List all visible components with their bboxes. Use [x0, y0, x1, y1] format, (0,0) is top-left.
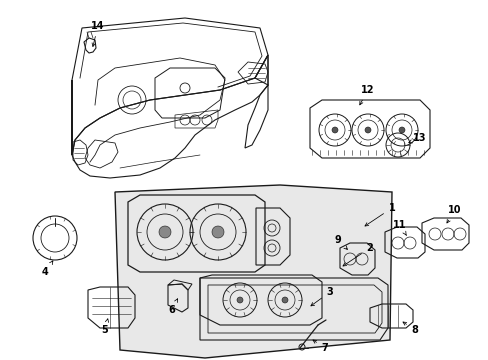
Text: 2: 2	[342, 243, 373, 266]
Text: 14: 14	[91, 21, 104, 46]
Polygon shape	[115, 185, 391, 358]
Text: 5: 5	[102, 319, 108, 335]
Text: 11: 11	[392, 220, 406, 235]
Text: 3: 3	[310, 287, 333, 306]
Circle shape	[212, 226, 224, 238]
Circle shape	[331, 127, 337, 133]
Circle shape	[282, 297, 287, 303]
Circle shape	[237, 297, 243, 303]
Text: 12: 12	[359, 85, 374, 105]
Text: 10: 10	[446, 205, 461, 223]
Circle shape	[159, 226, 171, 238]
Circle shape	[364, 127, 370, 133]
Text: 1: 1	[364, 203, 395, 226]
Text: 6: 6	[168, 299, 177, 315]
Text: 4: 4	[41, 261, 53, 277]
Text: 7: 7	[312, 340, 328, 353]
Text: 8: 8	[402, 322, 418, 335]
Text: 9: 9	[334, 235, 346, 249]
Text: 13: 13	[408, 133, 426, 143]
Circle shape	[398, 127, 404, 133]
